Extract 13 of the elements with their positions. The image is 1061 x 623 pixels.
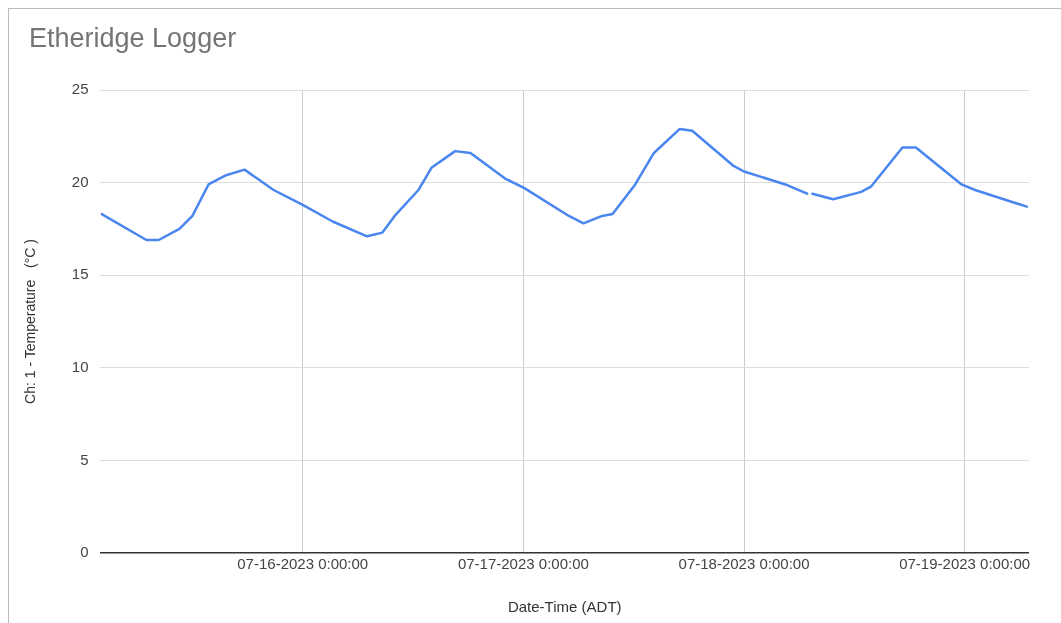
y-tick-label: 25 — [71, 80, 89, 98]
y-tick-label: 15 — [71, 265, 89, 283]
x-tick-label: 07-17-2023 0:00:00 — [457, 555, 589, 573]
y-tick-label: 5 — [80, 450, 89, 468]
y-tick-label: 10 — [71, 357, 89, 375]
x-tick-label: 07-19-2023 0:00:00 — [899, 555, 1031, 573]
y-tick-label: 0 — [80, 543, 89, 561]
y-axis-title: Ch: 1 - Temperature (°C ) — [22, 239, 39, 404]
x-tick-label: 07-18-2023 0:00:00 — [678, 555, 810, 573]
x-tick-label: 07-16-2023 0:00:00 — [237, 555, 369, 573]
x-axis-title: Date-Time (ADT) — [507, 598, 622, 616]
chart-title: Etheridge Logger — [29, 23, 237, 54]
y-tick-label: 20 — [71, 172, 89, 190]
